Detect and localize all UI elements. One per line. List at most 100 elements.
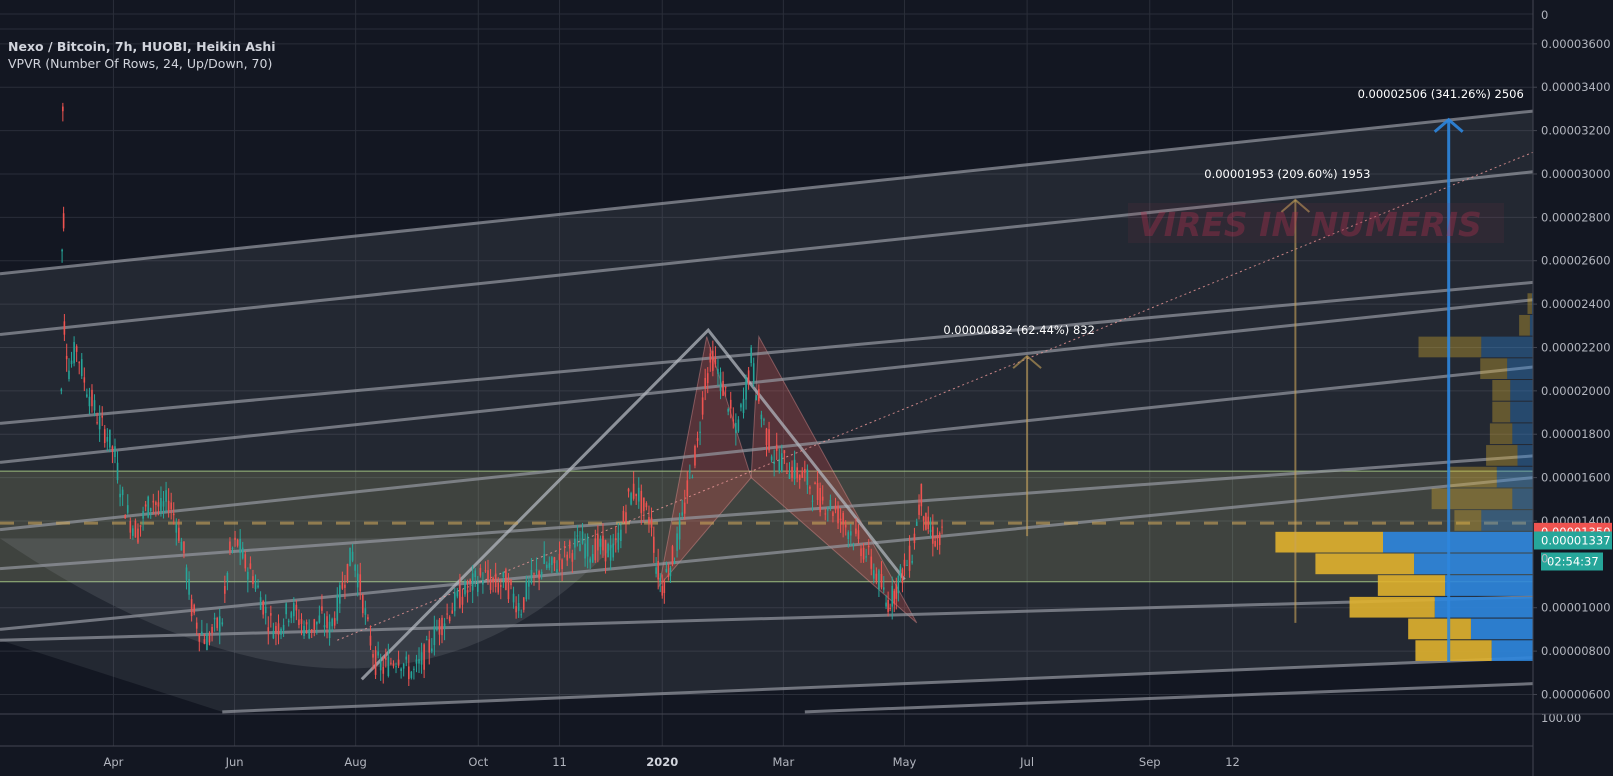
candle-body	[479, 567, 482, 576]
candle-body	[60, 389, 63, 392]
candle-body	[305, 622, 308, 625]
candle-body	[433, 626, 436, 646]
candle-body	[824, 513, 827, 515]
channel-line[interactable]	[0, 298, 1534, 464]
candle-body	[655, 567, 657, 574]
measure-arrowhead[interactable]	[1280, 198, 1311, 213]
candle-body	[387, 656, 390, 677]
channel-line[interactable]	[0, 109, 1534, 276]
candle-body	[882, 587, 885, 590]
symbol-title[interactable]: Nexo / Bitcoin, 7h, HUOBI, Heikin Ashi	[8, 39, 276, 54]
candle-body	[331, 618, 333, 627]
candle-body	[686, 480, 689, 497]
candle-body	[589, 558, 592, 563]
candle-body	[354, 565, 356, 571]
channel-line[interactable]	[0, 170, 1534, 336]
candle-body	[446, 613, 448, 615]
candle-body	[566, 554, 569, 561]
candle-body	[609, 545, 612, 561]
candle-body	[778, 459, 781, 472]
candle-body	[650, 517, 653, 528]
channel-line[interactable]	[0, 595, 1534, 642]
candle-body	[796, 467, 798, 479]
candle-body	[558, 553, 561, 561]
candle-body	[699, 431, 701, 433]
candle-body	[482, 580, 484, 585]
cup-fill[interactable]	[0, 538, 621, 669]
candle-body	[287, 620, 290, 623]
candle-body	[745, 378, 747, 400]
candle-body	[747, 370, 750, 383]
channel-line[interactable]	[222, 656, 1534, 714]
vpvr-down-bar	[1414, 553, 1533, 575]
candle-body	[522, 597, 525, 610]
candle-body	[167, 500, 170, 511]
candle-body	[443, 623, 446, 629]
candle-body	[857, 530, 860, 539]
candle-body	[913, 533, 916, 544]
indicator-label[interactable]: VPVR (Number Of Rows, 24, Up/Down, 70)	[8, 56, 273, 71]
candle-body	[369, 635, 372, 646]
candle-body	[476, 583, 479, 592]
candle-body	[418, 659, 420, 664]
candle-body	[829, 499, 832, 508]
range-zone[interactable]	[0, 471, 1533, 582]
candle-body	[545, 564, 548, 568]
watermark-box	[1128, 203, 1504, 243]
candle-body	[669, 567, 672, 577]
candle-body	[635, 493, 637, 497]
candle-body	[451, 610, 454, 614]
channel-line[interactable]	[804, 682, 1534, 714]
vpvr-up-bar	[1519, 314, 1530, 336]
candle-body	[241, 547, 244, 559]
candle-body	[441, 617, 443, 636]
candle-body	[487, 570, 489, 580]
candle-body	[282, 624, 285, 631]
candle-body	[362, 595, 364, 614]
harmonic-leg-bcd[interactable]	[750, 334, 918, 624]
candle-body	[637, 487, 640, 502]
measure-label: 0.00002506 (341.26%) 2506	[1358, 87, 1524, 101]
candle-body	[147, 496, 149, 518]
measure-arrowhead[interactable]	[1012, 354, 1042, 369]
price-tick-label: 0.00002400	[1541, 297, 1611, 311]
candle-body	[742, 398, 745, 413]
candle-body	[62, 213, 65, 229]
pattern-trendline[interactable]	[360, 327, 906, 681]
candle-body	[395, 666, 397, 668]
candle-body	[162, 501, 165, 507]
channel-line[interactable]	[0, 454, 1534, 571]
candle-body	[719, 372, 722, 391]
candle-body	[86, 394, 88, 397]
candle-body	[116, 462, 119, 481]
candle-body	[397, 659, 400, 666]
vpvr-down-bar	[1481, 336, 1533, 358]
vpvr-up-bar	[1486, 445, 1518, 466]
candle-body	[175, 524, 178, 533]
candle-body	[129, 521, 132, 533]
vpvr-up-bar	[1408, 618, 1471, 640]
candle-body	[293, 603, 295, 617]
candle-body	[119, 493, 121, 498]
channel-line[interactable]	[0, 280, 1534, 425]
candle-body	[98, 416, 101, 430]
candle-body	[712, 350, 714, 371]
candle-body	[103, 429, 106, 443]
candle-body	[661, 586, 664, 596]
candle-body	[793, 459, 796, 480]
channel-line[interactable]	[0, 476, 1534, 631]
measurements: 0.00000832 (62.44%) 832 0.00001953 (209.6…	[943, 87, 1524, 662]
candle-body	[897, 575, 900, 594]
candle-body	[390, 662, 392, 664]
candle-body	[899, 566, 902, 575]
candle-body	[870, 556, 873, 569]
volume-pane-label: 0	[1541, 8, 1548, 22]
candle-body	[625, 512, 627, 523]
measure-arrowhead[interactable]	[1433, 117, 1464, 133]
countdown-badge[interactable]	[1541, 552, 1603, 571]
candle-body	[413, 668, 415, 670]
current-price-badge[interactable]	[1534, 531, 1612, 550]
candle-body	[428, 639, 431, 653]
